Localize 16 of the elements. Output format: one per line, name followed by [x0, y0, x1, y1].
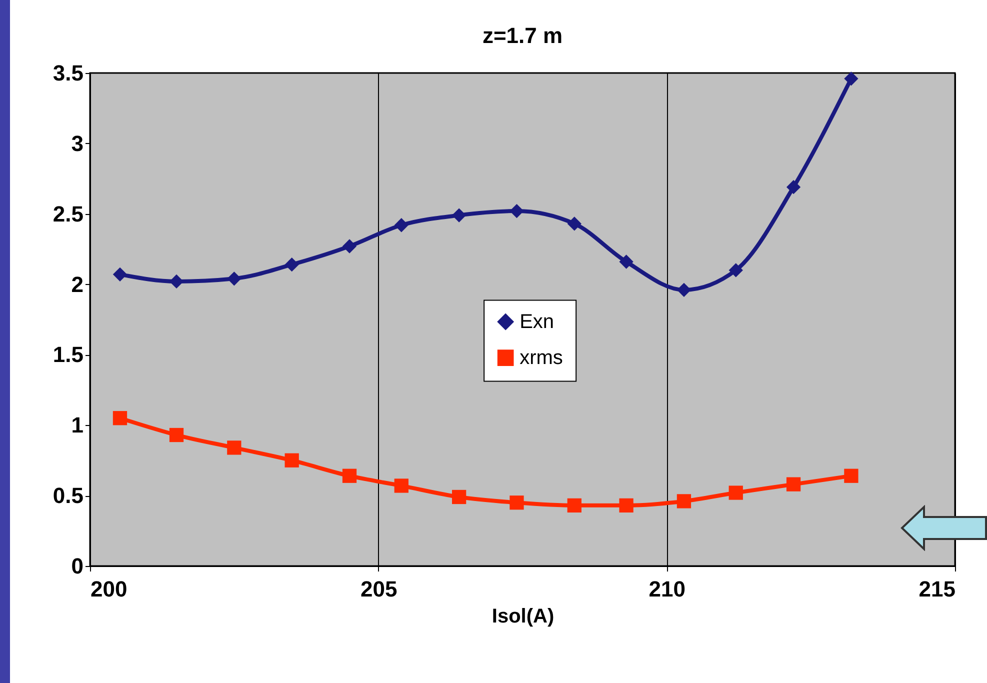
y-tick-label: 1 [71, 412, 84, 438]
x-tick-label: 205 [360, 576, 398, 602]
y-tick-label: 1.5 [52, 342, 84, 368]
x-axis-title: Isol(A) [492, 606, 554, 628]
y-tick-label: 2.5 [52, 201, 84, 226]
x-tick-label: 210 [648, 576, 686, 602]
x-tick-label: 200 [90, 576, 128, 602]
y-tick-label: 3 [71, 130, 84, 156]
x-tick-label: 215 [918, 576, 956, 602]
legend-label: xrms [520, 346, 563, 369]
legend-label: Exn [520, 310, 554, 333]
y-tick-label: 2 [71, 272, 84, 297]
y-tick-label: 0.5 [52, 483, 84, 508]
y-tick-label: 3.5 [52, 60, 84, 86]
y-tick-label: 0 [71, 554, 84, 578]
chart-title: z=1.7 m [482, 23, 563, 48]
